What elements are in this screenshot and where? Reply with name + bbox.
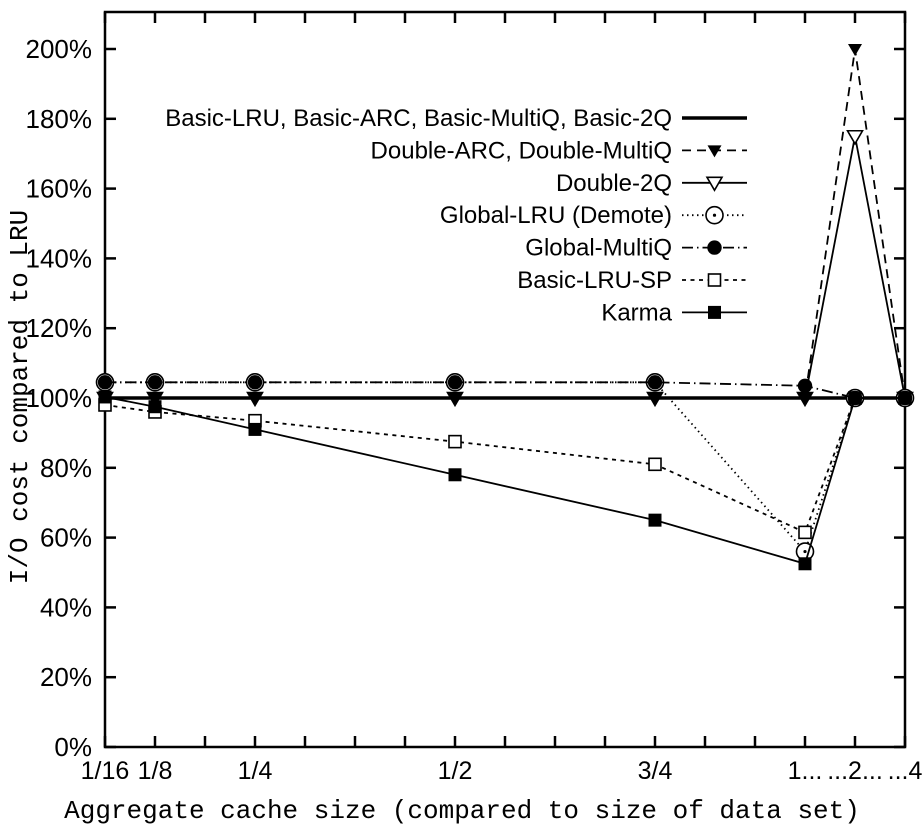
circle-filled-marker: [847, 390, 863, 406]
square-filled-marker: [248, 422, 262, 436]
circle-filled-marker: [797, 378, 813, 393]
legend-label: Basic-LRU, Basic-ARC, Basic-MultiQ, Basi…: [165, 105, 672, 132]
square-open-marker: [448, 434, 462, 449]
x-tick-label: 1/8: [138, 757, 173, 785]
triangle-down-filled-marker: [448, 393, 462, 405]
triangle-down-filled-marker: [248, 393, 262, 405]
legend-label: Double-ARC, Double-MultiQ: [371, 137, 672, 164]
square-filled-marker: [798, 557, 812, 571]
circle-filled-marker: [447, 375, 463, 390]
triangle-down-filled-marker: [148, 393, 162, 405]
triangle-down-filled-marker: [648, 393, 662, 405]
x-tick-label: ...2...: [827, 757, 883, 785]
x-tick-label: 1/4: [238, 757, 273, 785]
legend-entry-double-2q: Double-2Q: [556, 170, 747, 197]
circle-center-dot: [803, 549, 807, 554]
square-open-marker: [798, 525, 812, 540]
series-line-karma: [104, 396, 905, 565]
legend-entry-double-arc-double-multiq: Double-ARC, Double-MultiQ: [371, 137, 747, 164]
legend-entry-basic-lru-basic-arc-basic-multiq-basic-2q: Basic-LRU, Basic-ARC, Basic-MultiQ, Basi…: [165, 105, 747, 132]
y-tick-label: 180%: [26, 104, 93, 134]
x-tick-label: ...4: [888, 757, 923, 785]
circle-filled-marker: [247, 375, 263, 390]
y-tick-label: 140%: [26, 243, 93, 273]
legend-label: Global-MultiQ: [525, 235, 672, 262]
legend-label: Karma: [601, 299, 672, 326]
series-basic-lru-sp: [98, 391, 912, 540]
legend-entry-global-lru-demote: Global-LRU (Demote): [440, 202, 747, 229]
x-axis-title: Aggregate cache size (compared to size o…: [64, 796, 860, 826]
series-line-global-lru-demote: [105, 381, 905, 554]
y-tick-labels: 0% 20% 40% 60% 80% 100% 120% 140% 160% 180% 200%: [26, 34, 93, 762]
triangle-down-filled-marker: [707, 145, 722, 158]
y-tick-label: 100%: [26, 383, 93, 413]
series-line-double-2q: [105, 136, 906, 399]
square-filled-marker: [148, 400, 162, 414]
series-line-global-multiq: [105, 381, 905, 399]
y-axis-title: I/O cost compared to LRU: [5, 209, 35, 585]
series-karma: [98, 390, 912, 571]
legend-entry-global-multiq: Global-MultiQ: [525, 235, 747, 262]
legend-label: Double-2Q: [556, 170, 672, 197]
y-tick-label: 160%: [26, 174, 93, 204]
circle-filled-marker: [707, 240, 722, 255]
circle-center-dot: [712, 213, 717, 217]
y-tick-label: 0%: [54, 732, 92, 762]
x-tick-label: 3/4: [638, 757, 673, 785]
square-open-marker: [648, 457, 662, 472]
y-tick-label: 200%: [26, 34, 93, 64]
circle-filled-marker: [647, 375, 663, 390]
circle-filled-marker: [147, 375, 163, 390]
legend-entry-basic-lru-sp: Basic-LRU-SP: [517, 267, 747, 294]
y-tick-label: 60%: [40, 523, 92, 553]
series-double-2q: [96, 129, 914, 408]
triangle-down-filled-marker: [848, 44, 862, 56]
square-filled-marker: [448, 468, 462, 482]
square-open-marker: [707, 273, 722, 287]
legend-entry-karma: Karma: [601, 299, 747, 326]
triangle-down-filled-marker: [798, 393, 812, 405]
circle-filled-marker: [97, 375, 113, 390]
triangle-down-open-marker: [846, 129, 864, 146]
y-tick-label: 20%: [40, 662, 92, 692]
legend: Basic-LRU, Basic-ARC, Basic-MultiQ, Basi…: [165, 105, 747, 326]
triangle-down-open-marker: [705, 176, 724, 192]
square-filled-marker: [98, 390, 112, 404]
y-tick-label: 40%: [40, 592, 92, 622]
circle-filled-marker: [897, 390, 913, 406]
x-tick-label: 1...: [788, 757, 823, 785]
x-tick-labels: 1/16 1/8 1/4 1/2 3/4 1... ...2... ...4: [81, 757, 923, 785]
square-filled-marker: [708, 305, 721, 319]
x-ticks: [103, 12, 907, 747]
square-filled-marker: [648, 513, 662, 527]
x-tick-label: 1/16: [81, 757, 130, 785]
series-global-multiq: [97, 375, 913, 406]
legend-label: Global-LRU (Demote): [440, 202, 672, 229]
series-line-basic-lru-sp: [104, 397, 905, 534]
series-global-lru-demote: [95, 372, 915, 561]
x-tick-label: 1/2: [438, 757, 473, 785]
y-tick-label: 80%: [40, 453, 92, 483]
series-line-double-arc-double-multiq: [105, 48, 906, 399]
y-tick-label: 120%: [26, 313, 93, 343]
legend-label: Basic-LRU-SP: [517, 267, 672, 294]
